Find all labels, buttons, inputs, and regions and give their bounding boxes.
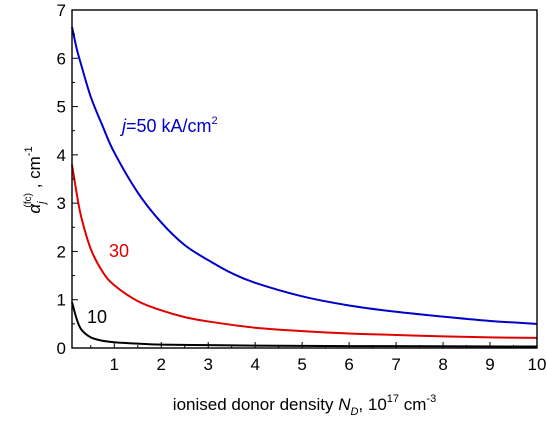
x-tick-label: 7: [391, 355, 400, 374]
x-tick-label: 4: [250, 355, 259, 374]
x-tick-label: 10: [528, 355, 547, 374]
x-tick-label: 5: [297, 355, 306, 374]
x-tick-label: 6: [344, 355, 353, 374]
x-tick-label: 3: [203, 355, 212, 374]
axis-ticks: 1 2 3 4 5 6 7 8 9 10 0 1 2 3 4 5 6 7: [57, 1, 547, 374]
x-axis-label: ionised donor density ND, 1017 cm-3: [173, 393, 436, 418]
x-tick-label: 8: [438, 355, 447, 374]
y-tick-label: 5: [57, 98, 66, 117]
x-tick-label: 1: [110, 355, 119, 374]
series-10-line: [71, 301, 538, 348]
y-tick-label: 7: [57, 1, 66, 20]
y-tick-label: 0: [57, 339, 66, 358]
y-tick-label: 2: [57, 242, 66, 261]
series-50-line: [71, 26, 538, 325]
series-label-10: 10: [87, 307, 107, 327]
y-tick-label: 4: [57, 146, 66, 165]
x-tick-label: 9: [485, 355, 494, 374]
series-label-30: 30: [109, 241, 129, 261]
y-tick-label: 1: [57, 291, 66, 310]
y-axis-label: αj(fc) , cm-1: [23, 146, 48, 213]
series-label-50: j=50 kA/cm2: [119, 115, 218, 136]
x-tick-label: 2: [157, 355, 166, 374]
series-30-line: [71, 164, 538, 339]
y-tick-label: 3: [57, 194, 66, 213]
plot-series: [71, 26, 538, 348]
y-tick-label: 6: [57, 49, 66, 68]
